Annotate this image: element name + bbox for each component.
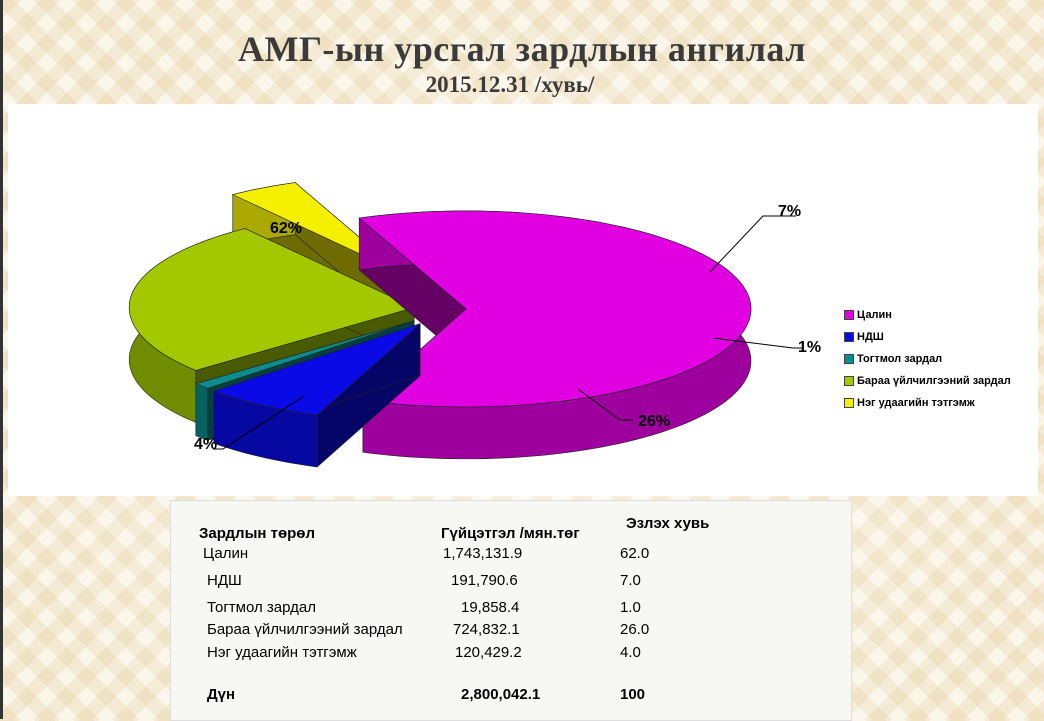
data-label: 62% <box>270 220 302 237</box>
table-cell: Бараа үйлчилгээний зардал <box>207 621 403 638</box>
legend-label: НДШ <box>857 331 884 343</box>
slide-title: АМГ-ын урсгал зардлын ангилал <box>238 29 806 69</box>
table-cell: 4.0 <box>620 644 641 661</box>
table-cell: 724,832.1 <box>453 621 520 638</box>
pie-chart-panel: 62% 7% 1% 26% 4% Цалин НДШ Тогтмол зардал Ба… <box>8 104 1038 496</box>
table-cell: 62.0 <box>620 545 650 562</box>
data-label: 1% <box>798 339 821 356</box>
table-cell: 7.0 <box>620 572 641 589</box>
slice-top <box>194 320 415 389</box>
table-header: Зардлын төрөл <box>199 525 315 542</box>
slice-top <box>128 228 416 371</box>
table-cell: Цалин <box>203 545 249 562</box>
legend-item: Цалин <box>844 304 1011 326</box>
table-cell: НДШ <box>207 572 242 589</box>
slide-subtitle: 2015.12.31 /хувь/ <box>425 72 595 97</box>
leader-line <box>709 215 796 273</box>
pie-slice <box>212 322 421 468</box>
table-total-percent: 100 <box>620 686 646 703</box>
legend-label: Тогтмол зардал <box>857 353 943 365</box>
chart-legend: Цалин НДШ Тогтмол зардал Бараа үйлчилгээ… <box>844 304 1011 414</box>
pie-slice <box>358 210 752 460</box>
slice-rim <box>195 383 209 441</box>
slide-border <box>0 0 3 719</box>
legend-swatch <box>844 354 854 364</box>
legend-item: Тогтмол зардал <box>844 348 1011 370</box>
table-cell: Тогтмол зардал <box>207 599 316 616</box>
data-label: 7% <box>778 203 801 220</box>
slice-top <box>358 210 752 408</box>
table-cell: 120,429.2 <box>455 644 522 661</box>
legend-swatch <box>844 310 854 320</box>
legend-swatch <box>844 376 854 386</box>
table-cell: 1.0 <box>620 599 641 616</box>
table-header: Эзлэх хувь <box>626 515 710 532</box>
legend-item: Нэг удаагийн тэтгэмж <box>844 392 1011 414</box>
table-cell: 1,743,131.9 <box>443 545 523 562</box>
legend-item: НДШ <box>844 326 1011 348</box>
legend-item: Бараа үйлчилгээний зардал <box>844 370 1011 392</box>
table-cell: 26.0 <box>620 621 650 638</box>
data-table: Зардлын төрөл Гүйцэтгэл /мян.төг Эзлэх х… <box>170 500 852 721</box>
data-label: 26% <box>638 413 670 430</box>
leader-line <box>712 337 803 349</box>
data-label: 4% <box>194 436 217 453</box>
legend-swatch <box>844 398 854 408</box>
leader-line <box>577 388 633 421</box>
legend-label: Нэг удаагийн тэтгэмж <box>857 397 975 409</box>
pie-chart: 62% 7% 1% 26% 4% <box>128 181 821 468</box>
table-cell: 191,790.6 <box>451 572 518 589</box>
table-header: Гүйцэтгэл /мян.төг <box>441 525 580 542</box>
legend-swatch <box>844 332 854 342</box>
table-total-label: Дүн <box>207 686 236 703</box>
table-cell: 19,858.4 <box>461 599 520 616</box>
legend-label: Цалин <box>857 309 892 321</box>
slice-top <box>212 323 421 416</box>
legend-label: Бараа үйлчилгээний зардал <box>857 375 1011 387</box>
table-cell: Нэг удаагийн тэтгэмж <box>207 644 357 661</box>
table-total-value: 2,800,042.1 <box>461 686 541 703</box>
leader-line <box>213 395 305 450</box>
